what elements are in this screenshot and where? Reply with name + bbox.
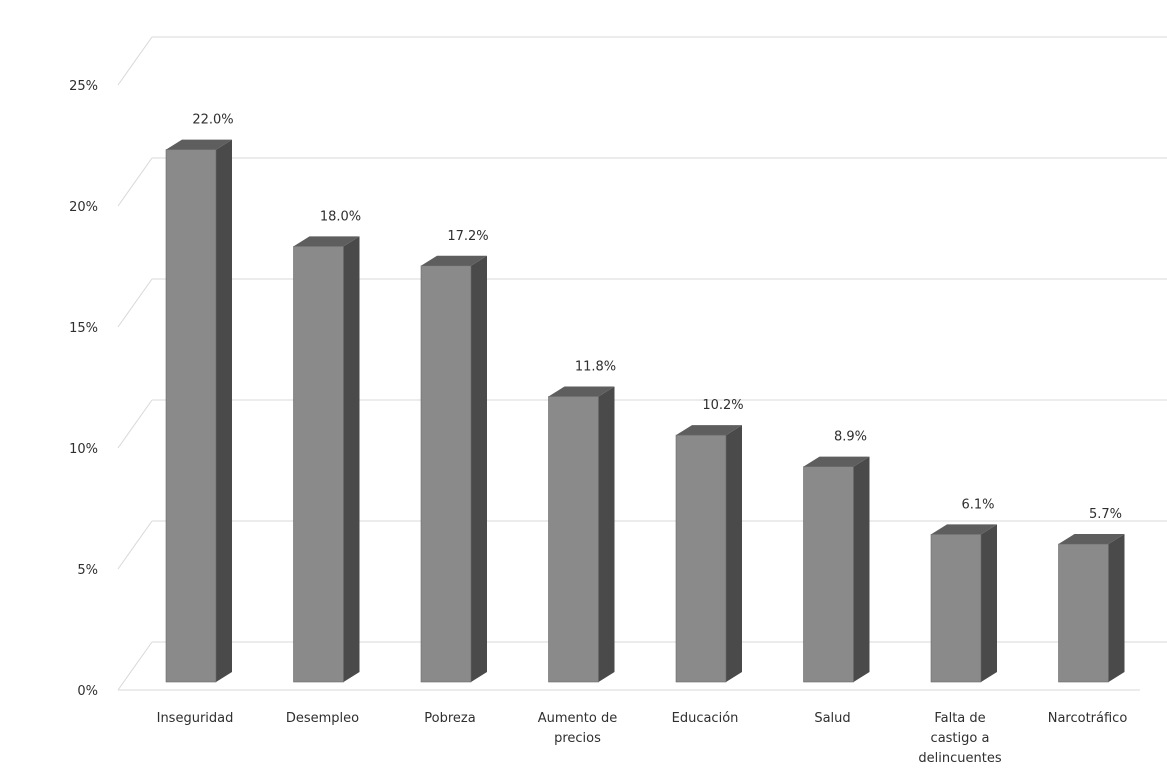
category-label-line: castigo a (931, 731, 990, 746)
bar-side (981, 524, 997, 682)
y-tick-label: 10% (69, 442, 98, 457)
data-label: 5.7% (1089, 507, 1122, 522)
gridline-side (117, 641, 153, 691)
data-label: 18.0% (320, 209, 361, 224)
bar-top (166, 139, 232, 150)
category-label-line: Desempleo (286, 711, 359, 726)
category-label-line: precios (554, 731, 601, 746)
bars (165, 139, 1125, 683)
bar-top (421, 255, 487, 266)
gridline-side (117, 36, 153, 86)
category-label: Pobreza (424, 711, 475, 726)
category-label: Narcotráfico (1048, 711, 1128, 726)
bar-side (343, 236, 360, 682)
bar-side (598, 386, 615, 682)
gridline-side (117, 278, 153, 328)
y-tick-label: 0% (77, 684, 98, 699)
y-axis-ticks: 0% 5% 10% 15% 20% 25% (69, 79, 98, 699)
category-label: Desempleo (286, 711, 359, 726)
bar-front (675, 434, 727, 683)
bar-front (1058, 543, 1109, 683)
bar-top (293, 236, 360, 247)
data-label: 22.0% (192, 113, 233, 128)
bar-top (548, 386, 615, 397)
data-label: 17.2% (447, 229, 488, 244)
bar-side (471, 255, 487, 682)
bar (293, 236, 360, 683)
category-label-line: Falta de (934, 711, 985, 726)
bar-front (165, 149, 217, 683)
bar-side (216, 139, 232, 683)
bar-top (1058, 534, 1125, 545)
bar-side (726, 425, 742, 682)
bar-side (853, 456, 870, 682)
category-label-line: delincuentes (918, 751, 1001, 766)
data-label: 8.9% (834, 430, 867, 445)
category-label-line: Educación (672, 711, 739, 726)
x-axis-labels: Inseguridad Desempleo Pobreza Aumento de pre… (157, 711, 1128, 766)
bar-top (931, 524, 997, 535)
gridline-side (117, 520, 153, 570)
bar-front (930, 534, 982, 683)
data-label: 11.8% (575, 359, 616, 374)
data-labels: 22.0% 18.0% 17.2% 11.8% 10.2% 8.9% 6.1% 5.7% (192, 113, 1122, 522)
bar-side (1108, 534, 1125, 682)
data-label: 6.1% (961, 497, 994, 512)
category-label: Aumento de precios (538, 711, 617, 746)
y-tick-label: 5% (77, 563, 98, 578)
bar (930, 524, 997, 683)
bar-front (548, 396, 599, 683)
bar (803, 456, 870, 683)
bar (165, 139, 232, 683)
category-label-line: Aumento de (538, 711, 617, 726)
category-label: Educación (672, 711, 739, 726)
gridline-side (117, 157, 153, 207)
category-label-line: Inseguridad (157, 711, 234, 726)
bar-top (803, 456, 870, 467)
data-label: 10.2% (702, 398, 743, 413)
gridline-side (117, 399, 153, 449)
category-label: Salud (814, 711, 850, 726)
category-label: Inseguridad (157, 711, 234, 726)
bar (675, 425, 742, 683)
bar (548, 386, 615, 683)
y-tick-label: 20% (69, 200, 98, 215)
y-tick-label: 25% (69, 79, 98, 94)
category-label-line: Pobreza (424, 711, 475, 726)
y-tick-label: 15% (69, 321, 98, 336)
bar-top (676, 425, 742, 436)
grid-lines (117, 36, 1167, 691)
category-label: Falta de castigo a delincuentes (918, 711, 1001, 766)
category-label-line: Narcotráfico (1048, 711, 1128, 726)
category-label-line: Salud (814, 711, 850, 726)
bar-front (293, 246, 344, 683)
bar-front (420, 265, 472, 683)
bar (1058, 534, 1125, 683)
bar-front (803, 466, 854, 683)
bar (420, 255, 487, 683)
